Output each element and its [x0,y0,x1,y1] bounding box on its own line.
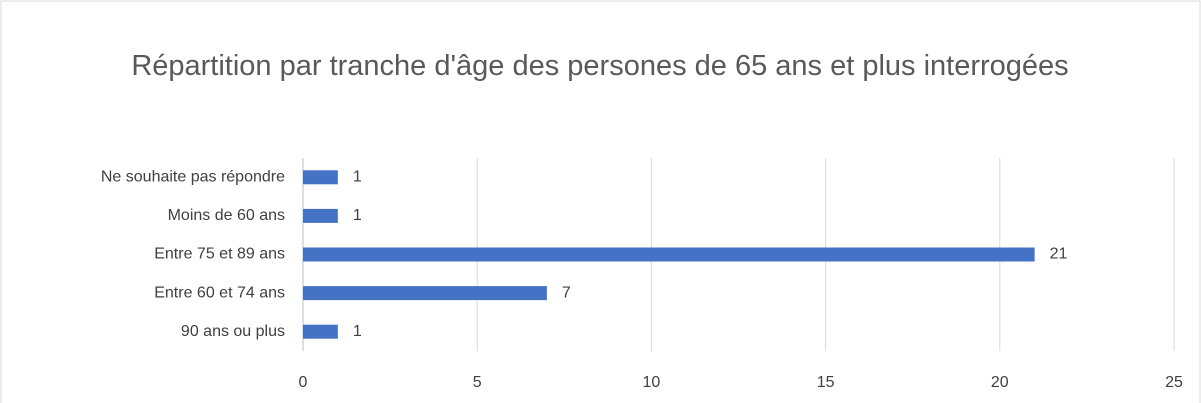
bar [303,324,338,339]
bar [303,247,1035,262]
data-label: 1 [353,169,362,186]
bar [303,286,547,301]
x-tick-label: 20 [991,374,1009,391]
data-label: 7 [562,284,571,301]
y-tick-label: Entre 60 et 74 ans [154,284,285,301]
y-tick-label: Moins de 60 ans [168,207,285,224]
data-label: 1 [353,207,362,224]
x-tick-label: 5 [473,374,482,391]
x-tick-label: 25 [1165,374,1183,391]
x-tick-label: 15 [817,374,835,391]
data-label: 1 [353,323,362,340]
y-tick-label: Entre 75 et 89 ans [154,246,285,263]
y-tick-label: 90 ans ou plus [181,323,285,340]
data-label: 21 [1050,246,1068,263]
x-tick-label: 0 [299,374,308,391]
chart-title: Répartition par tranche d'âge des person… [131,50,1069,82]
x-tick-label: 10 [643,374,661,391]
bar [303,170,338,185]
bar [303,208,338,223]
y-tick-label: Ne souhaite pas répondre [101,169,285,186]
